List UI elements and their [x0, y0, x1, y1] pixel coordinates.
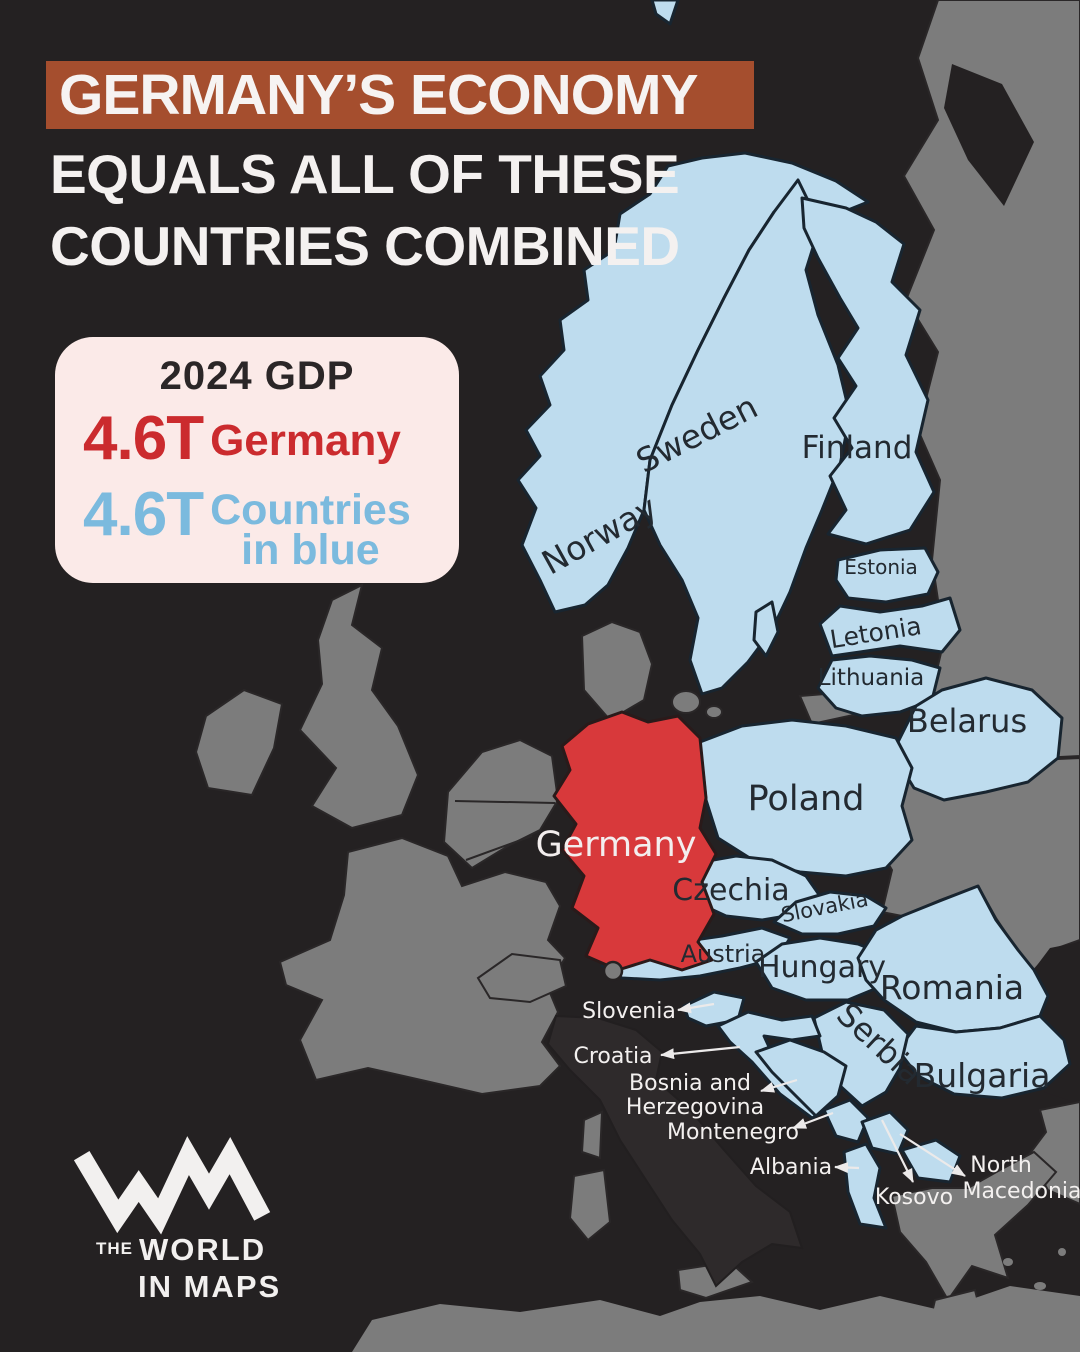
- country-sweden: [642, 178, 852, 696]
- country-slovakia: [772, 890, 888, 936]
- germany-gdp-label: Germany: [210, 416, 401, 465]
- label-estonia: Estonia: [844, 555, 918, 579]
- label-bosnia-line1: Bosnia and: [629, 1071, 751, 1096]
- country-bulgaria: [896, 1014, 1072, 1100]
- label-slovenia: Slovenia: [582, 999, 676, 1024]
- danish-island: [671, 690, 701, 714]
- country-switzerland: [476, 952, 568, 1004]
- gdp-row-germany: 4.6T Germany: [83, 408, 459, 470]
- world-in-maps-logo-icon: [73, 1136, 271, 1235]
- label-austria: Austria: [681, 940, 766, 968]
- country-greece: [890, 1150, 1058, 1302]
- country-benelux: [442, 738, 560, 870]
- label-finland: Finland: [802, 430, 913, 466]
- gdp-card-heading: 2024 GDP: [159, 354, 355, 398]
- danish-island-2: [705, 705, 723, 719]
- country-latvia: [818, 596, 962, 658]
- country-belarus: [896, 676, 1064, 802]
- label-lithuania: Lithuania: [818, 665, 925, 691]
- label-czechia: Czechia: [672, 873, 789, 908]
- logo-text: THE WORLD IN MAPS: [96, 1234, 312, 1302]
- lake-constance: [602, 960, 624, 982]
- island-corsica: [580, 1110, 604, 1160]
- aegean-island-1: [1003, 1258, 1013, 1266]
- country-poland: [698, 718, 914, 878]
- country-albania: [842, 1142, 888, 1230]
- country-norway-tip: [650, 0, 680, 26]
- blue-gdp-label-line2: in blue: [241, 525, 380, 574]
- aegean-island-2: [1034, 1282, 1046, 1290]
- island-gotland: [752, 600, 780, 658]
- island-sardinia: [568, 1168, 612, 1242]
- country-finland: [800, 196, 936, 546]
- leader-line-montenegro: [792, 1111, 834, 1130]
- leader-line-albania: [834, 1162, 860, 1174]
- gdp-card: 2024 GDP 4.6T Germany 4.6T Countries in …: [55, 337, 459, 583]
- blue-gdp-value: 4.6T: [83, 480, 204, 549]
- country-uk: [298, 583, 420, 830]
- title-line3: COUNTRIES COMBINED: [50, 215, 680, 277]
- label-montenegro: Montenegro: [667, 1120, 799, 1145]
- label-hungary: Hungary: [758, 950, 886, 985]
- country-france: [278, 836, 567, 1096]
- white-sea: [944, 64, 1034, 206]
- country-romania: [856, 884, 1050, 1034]
- title-highlight-band: GERMANY’S ECONOMY: [46, 61, 754, 129]
- region-north-africa: [352, 1286, 1080, 1352]
- title-highlight: GERMANY’S ECONOMY: [59, 63, 699, 127]
- label-albania: Albania: [750, 1155, 832, 1180]
- country-denmark: [580, 620, 654, 722]
- label-poland: Poland: [748, 779, 865, 819]
- country-turkey: [1026, 1100, 1080, 1206]
- gdp-row-blue-countries: 4.6T Countries in blue: [83, 480, 459, 572]
- label-north-macedonia-line2: Macedonia: [962, 1179, 1080, 1204]
- label-romania: Romania: [880, 968, 1024, 1007]
- leader-line-slovenia: [677, 1002, 715, 1014]
- country-montenegro: [822, 1098, 870, 1144]
- island-north: [1036, 111, 1062, 129]
- blue-gdp-label-line1: Countries: [210, 486, 411, 534]
- logo-text-world: WORLD: [139, 1232, 267, 1267]
- country-italy: [546, 1014, 804, 1288]
- leader-line-kosovo: [881, 1119, 914, 1183]
- label-croatia: Croatia: [573, 1044, 652, 1069]
- label-bosnia-line2: Herzegovina: [626, 1095, 764, 1120]
- country-estonia: [834, 546, 940, 604]
- logo-text-the: THE: [96, 1239, 133, 1258]
- label-belarus: Belarus: [907, 702, 1027, 740]
- leader-line-croatia: [660, 1045, 741, 1060]
- country-kosovo: [860, 1110, 910, 1156]
- title-line2: EQUALS ALL OF THESE: [50, 143, 680, 205]
- logo-text-in-maps: IN MAPS: [138, 1269, 282, 1304]
- label-germany: Germany: [536, 825, 697, 865]
- aegean-island-3: [1058, 1248, 1066, 1256]
- leader-line-north-macedonia: [899, 1133, 966, 1177]
- label-bulgaria: Bulgaria: [914, 1056, 1051, 1095]
- country-ireland: [194, 688, 284, 797]
- country-lithuania: [816, 654, 942, 718]
- label-north-macedonia-line1: North: [970, 1153, 1032, 1178]
- country-germany: [552, 710, 718, 972]
- leader-line-bosnia: [760, 1078, 798, 1093]
- logo: THE WORLD IN MAPS: [72, 1136, 312, 1302]
- label-kosovo: Kosovo: [875, 1185, 953, 1210]
- blue-gdp-label: Countries in blue: [210, 484, 411, 572]
- country-bosnia: [754, 1038, 848, 1118]
- germany-gdp-value: 4.6T: [83, 404, 204, 473]
- benelux-borders: [454, 800, 556, 861]
